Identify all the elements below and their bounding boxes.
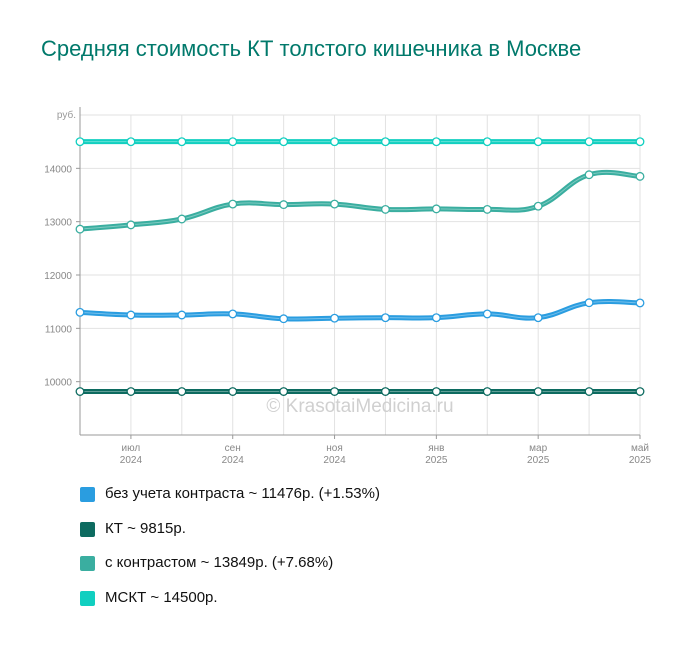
data-point — [482, 204, 492, 214]
data-point — [279, 137, 289, 147]
grid — [79, 114, 641, 435]
data-point — [177, 137, 187, 147]
series-2 — [75, 169, 645, 234]
x-tick-label-year: 2025 — [629, 455, 652, 466]
data-point — [75, 307, 85, 317]
data-point — [431, 204, 441, 214]
series-line-highlight — [79, 300, 641, 320]
legend-label: МСКТ ~ 14500р. — [105, 588, 218, 606]
data-point — [279, 387, 289, 396]
data-point — [431, 313, 441, 323]
data-point — [177, 310, 187, 320]
data-point — [279, 200, 289, 210]
data-point — [330, 313, 339, 323]
data-point — [431, 137, 441, 147]
legend-swatch — [80, 487, 95, 502]
legend-swatch — [80, 590, 95, 606]
y-axis-label: руб. — [57, 109, 76, 121]
legend-label: без учета контраста ~ 11476р. (+1.53%) — [105, 485, 380, 502]
legend-item: КТ ~ 9815р. — [80, 519, 380, 554]
data-point — [584, 387, 594, 396]
data-point — [75, 137, 85, 147]
data-point — [635, 137, 645, 147]
legend-item: МСКТ ~ 14500р. — [80, 588, 380, 623]
chart-legend: без учета контраста ~ 11476р. (+1.53%) КТ… — [80, 484, 380, 622]
data-point — [431, 387, 441, 396]
data-point — [533, 137, 543, 147]
y-tick-label: 13000 — [44, 218, 72, 229]
data-point — [126, 220, 136, 230]
legend-item: без учета контраста ~ 11476р. (+1.53%) — [80, 484, 380, 519]
legend-label: с контрастом ~ 13849р. (+7.68%) — [105, 554, 334, 571]
watermark: © KrasotaiMedicina.ru — [266, 396, 453, 417]
line-chart: руб.1000011000120001300014000июл2024сен2… — [44, 107, 652, 466]
legend-label: КТ ~ 9815р. — [105, 519, 186, 537]
x-tick-label-month: сен — [225, 443, 241, 454]
data-point — [381, 313, 390, 323]
data-point — [482, 309, 492, 319]
data-point — [126, 310, 136, 320]
data-point — [330, 199, 339, 209]
x-tick-label-month: июл — [122, 443, 141, 454]
data-point — [635, 387, 645, 396]
x-tick-label-year: 2024 — [120, 455, 143, 466]
data-point — [330, 387, 339, 396]
data-point — [75, 224, 85, 234]
legend-swatch — [80, 521, 95, 537]
data-point — [126, 137, 136, 147]
data-point — [381, 387, 390, 396]
data-point — [330, 137, 339, 147]
data-point — [228, 137, 238, 147]
x-tick-label-month: мар — [529, 443, 547, 454]
data-point — [533, 387, 543, 396]
x-tick-label-month: янв — [428, 443, 444, 454]
series-line — [77, 169, 643, 232]
data-point — [381, 204, 390, 214]
y-tick-label: 14000 — [44, 164, 72, 175]
data-point — [533, 201, 543, 211]
legend-swatch — [80, 556, 95, 571]
x-tick-label-month: ноя — [326, 443, 343, 454]
chart-title: Средняя стоимость КТ толстого кишечника … — [41, 36, 582, 61]
series-1 — [75, 387, 645, 396]
y-tick-label: 11000 — [45, 324, 73, 335]
data-point — [75, 387, 85, 396]
data-point — [177, 387, 187, 396]
data-point — [126, 387, 136, 396]
y-tick-label: 10000 — [44, 378, 72, 389]
series-3 — [75, 137, 645, 147]
x-tick-label-month: май — [631, 443, 649, 454]
data-point — [584, 137, 594, 147]
data-point — [584, 298, 594, 308]
data-point — [533, 313, 543, 323]
data-point — [279, 314, 289, 324]
data-point — [482, 137, 492, 147]
x-tick-label-year: 2024 — [323, 455, 346, 466]
data-point — [635, 298, 645, 308]
data-point — [177, 214, 187, 224]
series-line — [77, 298, 643, 322]
data-point — [228, 387, 238, 396]
series-0 — [75, 298, 645, 324]
x-tick-label-year: 2025 — [425, 455, 448, 466]
data-point — [381, 137, 390, 147]
series-line-highlight — [79, 171, 641, 230]
x-tick-label-year: 2024 — [222, 455, 245, 466]
data-point — [482, 387, 492, 396]
data-point — [635, 171, 645, 181]
data-point — [584, 170, 594, 180]
y-tick-label: 12000 — [44, 271, 72, 282]
data-point — [228, 309, 238, 319]
legend-item: с контрастом ~ 13849р. (+7.68%) — [80, 553, 380, 588]
data-point — [228, 199, 238, 209]
x-tick-label-year: 2025 — [527, 455, 550, 466]
